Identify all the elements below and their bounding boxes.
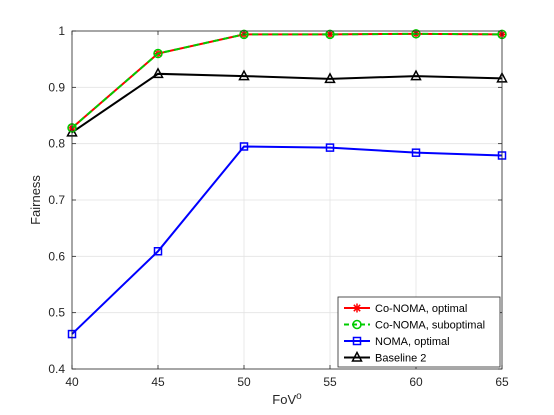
legend-label: Baseline 2 [375,353,426,365]
x-tick-label: 55 [323,375,337,389]
y-tick-label: 0.5 [48,306,65,320]
data-point [411,29,421,39]
legend-marker [352,303,362,313]
x-axis-label: FoVo [272,391,302,407]
y-axis-label: Fairness [28,175,43,225]
x-tick-label: 45 [151,375,165,389]
data-point [410,69,422,81]
grid [71,30,503,370]
data-point [411,148,421,157]
series-co-noma-suboptimal [67,29,507,133]
y-tick-label: 0.4 [48,362,65,376]
data-point [325,29,335,40]
data-point [152,67,164,79]
series-noma-optimal [67,142,507,339]
legend-label: Co-NOMA, suboptimal [375,320,485,332]
y-tick-label: 0.9 [48,80,65,94]
data-point [239,142,249,151]
data-point [238,69,250,81]
data-point [324,72,336,84]
data-point [153,48,163,59]
y-tick-label: 0.8 [48,137,65,151]
legend-marker [351,350,363,362]
y-tick-label: 0.7 [48,193,65,207]
y-tick-label: 1 [58,24,65,38]
legend-entry: Co-NOMA, optimal [344,303,467,315]
legend-entry: Baseline 2 [344,350,426,365]
series-line [71,145,503,335]
series-layer [66,29,508,339]
x-tick-label: 50 [237,375,251,389]
ticks: 40 45 50 55 60 65 0.4 0.5 0.6 0.7 0.8 0.9 1 [48,24,509,389]
legend-label: Co-NOMA, optimal [375,303,467,315]
legend-label: NOMA, optimal [375,336,450,348]
x-tick-label: 65 [495,375,509,389]
data-point [325,143,335,152]
legend-marker [352,336,362,346]
x-tick-label: 60 [409,375,423,389]
data-point [239,29,249,40]
legend-marker [352,319,362,330]
series-line [71,72,503,134]
series-line [71,32,503,129]
y-tick-label: 0.6 [48,249,65,263]
legend: Co-NOMA, optimal Co-NOMA, suboptimal NOMA,… [337,296,501,368]
legend-entry: NOMA, optimal [344,336,450,348]
x-tick-label: 40 [65,375,79,389]
data-point [153,247,163,256]
legend-entry: Co-NOMA, suboptimal [344,320,485,332]
